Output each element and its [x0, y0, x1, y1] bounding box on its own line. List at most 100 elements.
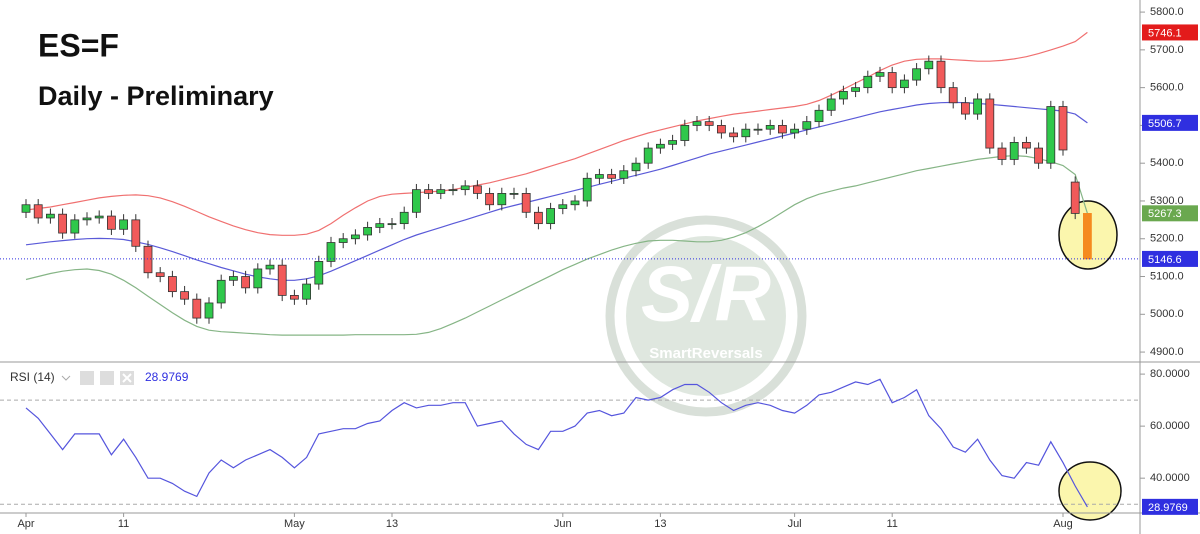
- band-line: [25, 154, 1088, 336]
- y-tick-label: 40.0000: [1150, 472, 1190, 484]
- rsi-legend-value: 28.9769: [145, 370, 189, 384]
- band-value-label: 5506.7: [1148, 118, 1182, 130]
- candle-body: [216, 279, 226, 304]
- candle-body: [717, 125, 726, 134]
- legend-settings-button[interactable]: [100, 371, 114, 385]
- rsi-line: [25, 378, 1088, 508]
- candle-body: [558, 204, 568, 209]
- candle-body: [424, 189, 434, 194]
- y-tick-label: 5600.0: [1150, 82, 1184, 94]
- candle-body: [241, 276, 251, 289]
- candle-body: [778, 125, 787, 134]
- candle-body: [997, 147, 1007, 160]
- candle-body: [228, 276, 238, 281]
- x-tick-label: 13: [654, 518, 666, 530]
- candle-body: [887, 72, 897, 89]
- candle-body: [58, 213, 67, 234]
- candle-body: [448, 189, 458, 192]
- candle-body: [582, 177, 592, 202]
- candle-body: [753, 128, 763, 131]
- candle-body: [631, 162, 641, 172]
- candle-body: [643, 147, 653, 164]
- chart-title: ES=F: [38, 27, 119, 63]
- watermark-text: SmartReversals: [649, 345, 762, 362]
- candle-body: [411, 189, 421, 213]
- candle-body: [326, 242, 336, 262]
- legend-dropdown[interactable]: [61, 375, 71, 381]
- chart-subtitle: Daily - Preliminary: [38, 81, 274, 111]
- candle-body: [436, 189, 446, 194]
- candle-body: [729, 132, 738, 138]
- candle-body: [1022, 142, 1031, 149]
- rsi-legend-title: RSI (14): [10, 370, 55, 384]
- x-tick-label: Aug: [1053, 518, 1073, 530]
- candle-body: [546, 208, 555, 225]
- candle-body: [826, 98, 836, 111]
- band-line: [25, 101, 1088, 281]
- candle-body: [119, 219, 128, 230]
- y-tick-label: 80.0000: [1150, 368, 1190, 380]
- candle-body: [277, 264, 287, 296]
- candle-body: [509, 193, 519, 195]
- candle-body: [704, 121, 714, 126]
- y-tick-label: 5000.0: [1150, 308, 1184, 320]
- band-value-label-box: [1142, 205, 1198, 222]
- band-value-label: 5267.3: [1148, 208, 1182, 220]
- legend-eye-button[interactable]: [80, 371, 94, 385]
- candle-body: [790, 128, 799, 134]
- candle-body: [851, 87, 860, 92]
- candle-body: [875, 72, 885, 77]
- candle-body: [619, 170, 629, 179]
- candle-body: [204, 302, 214, 319]
- candle-body: [70, 219, 80, 234]
- highlight-circle: [1058, 461, 1122, 521]
- candle-body: [570, 200, 580, 206]
- x-tick-label: Jun: [554, 518, 572, 530]
- candle-body: [1009, 142, 1019, 160]
- y-tick-label: 5700.0: [1150, 44, 1184, 56]
- candle-body: [192, 298, 202, 319]
- y-tick-label: 5800.0: [1150, 6, 1184, 18]
- candle-body: [33, 204, 43, 219]
- candle-body: [485, 193, 495, 206]
- candle-body: [863, 75, 873, 89]
- legend-remove-icon: [122, 373, 132, 383]
- y-tick-label: 5400.0: [1150, 157, 1184, 169]
- candle-body: [375, 223, 385, 228]
- candle-body: [802, 121, 812, 130]
- y-tick-label: 60.0000: [1150, 420, 1190, 432]
- candle-body: [21, 204, 31, 213]
- candle-body: [350, 234, 360, 240]
- candle-body: [680, 125, 690, 141]
- watermark: S/R SmartReversals: [605, 215, 807, 417]
- candle-body: [961, 102, 970, 115]
- candle-body: [656, 143, 665, 149]
- candle-body: [180, 291, 190, 300]
- candle-body: [1070, 181, 1080, 214]
- candle-body: [521, 193, 531, 213]
- y-tick-label: 4900.0: [1150, 346, 1184, 358]
- candle-body: [534, 211, 543, 225]
- candle-body: [912, 68, 921, 81]
- candle-body: [107, 215, 116, 230]
- last-price-label-box: [1142, 250, 1198, 267]
- candle-body: [814, 109, 824, 123]
- watermark-disc: [626, 236, 786, 396]
- x-tick-label: Jul: [788, 518, 802, 530]
- candle-body: [973, 98, 982, 115]
- candle-body: [692, 121, 702, 126]
- candle-body: [985, 98, 995, 149]
- candle-body: [82, 217, 92, 221]
- candle-body: [155, 272, 165, 277]
- candle-body: [595, 174, 604, 179]
- candle-body: [94, 215, 104, 219]
- band-line: [25, 31, 1088, 236]
- x-tick-label: May: [284, 518, 305, 530]
- candle-body: [289, 295, 299, 300]
- candle-body: [131, 219, 141, 247]
- candle-body: [387, 223, 397, 226]
- band-value-label: 5746.1: [1148, 27, 1182, 39]
